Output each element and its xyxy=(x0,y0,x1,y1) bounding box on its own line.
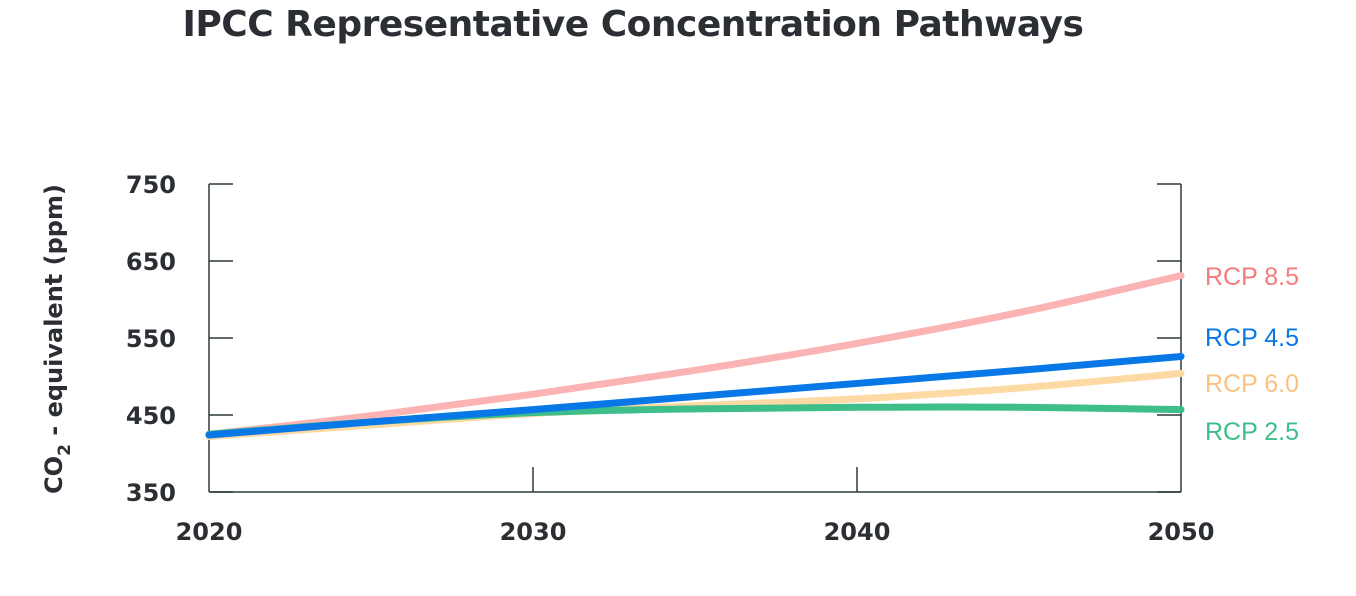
axes: 350 450 550 650 750 2020 2030 2040 2050 xyxy=(126,171,1215,546)
y-tick-label: 650 xyxy=(126,248,176,276)
series-label-rcp-2-5: RCP 2.5 xyxy=(1205,418,1299,446)
y-axis-title: CO2 - equivalent (ppm) xyxy=(40,184,75,494)
series-label-rcp-6-0: RCP 6.0 xyxy=(1205,370,1299,398)
y-tick-label: 550 xyxy=(126,325,176,353)
y-tick-label: 350 xyxy=(126,479,176,507)
series-lines xyxy=(205,272,1185,441)
x-tick-label: 2030 xyxy=(500,518,567,546)
series-labels: RCP 8.5 RCP 4.5 RCP 6.0 RCP 2.5 xyxy=(1205,263,1299,446)
chart-title: IPCC Representative Concentration Pathwa… xyxy=(182,4,1084,45)
series-line-rcp-8-5 xyxy=(205,272,1185,438)
series-label-rcp-8-5: RCP 8.5 xyxy=(1205,263,1299,291)
x-tick-label: 2040 xyxy=(824,518,891,546)
y-axis-title-prefix: CO xyxy=(40,456,68,494)
y-axis-title-suffix: - equivalent (ppm) xyxy=(40,184,68,444)
series-label-rcp-4-5: RCP 4.5 xyxy=(1205,324,1299,352)
x-tick-label: 2050 xyxy=(1148,518,1215,546)
y-tick-label: 750 xyxy=(126,171,176,199)
y-tick-label: 450 xyxy=(126,402,176,430)
series-line-rcp-4-5 xyxy=(205,352,1185,439)
y-axis-title-subscript: 2 xyxy=(55,444,75,456)
x-tick-label: 2020 xyxy=(176,518,243,546)
